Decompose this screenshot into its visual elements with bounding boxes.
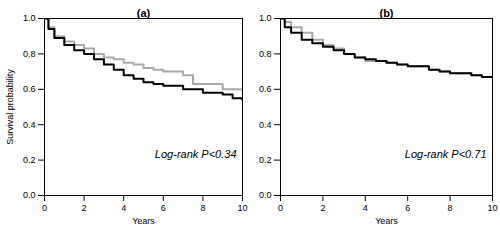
svg-text:4: 4	[121, 203, 126, 213]
svg-text:0.0: 0.0	[259, 190, 272, 200]
svg-text:0.4: 0.4	[259, 120, 272, 130]
svg-text:0.0: 0.0	[23, 190, 36, 200]
svg-text:8: 8	[200, 203, 205, 213]
svg-text:Years: Years	[375, 216, 398, 226]
svg-text:Survival probability: Survival probability	[5, 69, 15, 145]
svg-text:0.4: 0.4	[23, 120, 36, 130]
svg-text:2: 2	[82, 203, 87, 213]
svg-text:0.2: 0.2	[259, 155, 272, 165]
svg-text:0: 0	[42, 203, 47, 213]
svg-text:1.0: 1.0	[23, 13, 36, 23]
svg-text:0.6: 0.6	[259, 84, 272, 94]
svg-text:0.6: 0.6	[23, 84, 36, 94]
svg-text:10: 10	[237, 203, 247, 213]
svg-text:0.2: 0.2	[23, 155, 36, 165]
svg-text:Log-rank P<0.71: Log-rank P<0.71	[405, 148, 487, 160]
svg-text:0: 0	[278, 203, 283, 213]
svg-text:(b): (b)	[379, 7, 393, 19]
svg-text:Log-rank P<0.34: Log-rank P<0.34	[155, 148, 237, 160]
svg-text:(a): (a)	[137, 7, 151, 19]
svg-text:1.0: 1.0	[259, 13, 272, 23]
svg-text:6: 6	[161, 203, 166, 213]
svg-text:6: 6	[405, 203, 410, 213]
svg-text:Years: Years	[132, 216, 155, 226]
svg-text:10: 10	[487, 203, 497, 213]
svg-text:4: 4	[363, 203, 368, 213]
svg-text:2: 2	[320, 203, 325, 213]
svg-text:0.8: 0.8	[23, 49, 36, 59]
svg-text:0.8: 0.8	[259, 49, 272, 59]
svg-text:8: 8	[448, 203, 453, 213]
